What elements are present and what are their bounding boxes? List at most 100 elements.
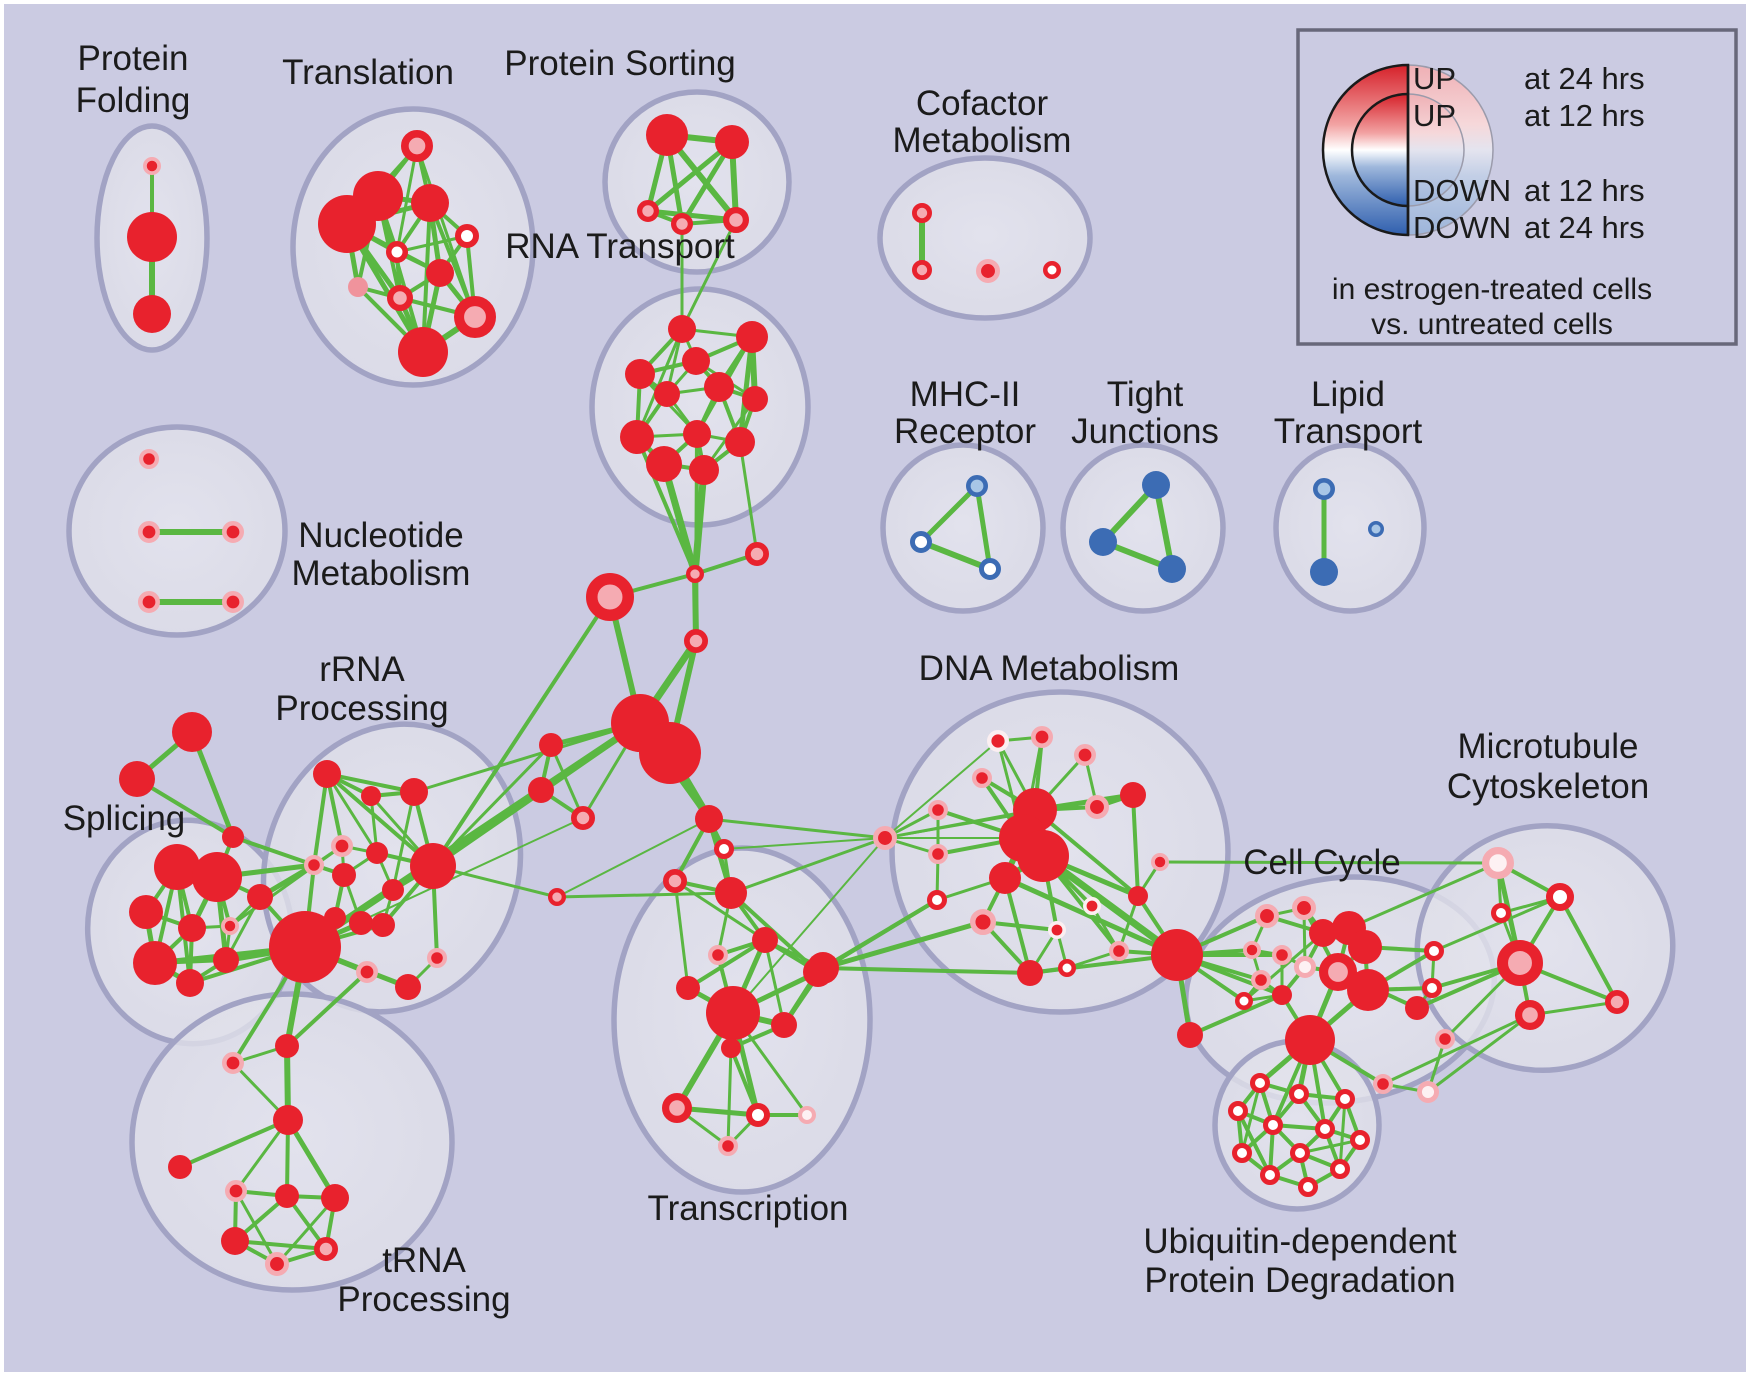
gene-node-white: [1260, 1165, 1280, 1185]
cluster-label-tight-junctions: Junctions: [1071, 412, 1219, 451]
gene-node-wring: [1083, 896, 1102, 915]
gene-node-halo: [1255, 904, 1280, 929]
edge: [1426, 1013, 1532, 1094]
gene-node-rose: [661, 1092, 692, 1123]
gene-node-red: [273, 1105, 303, 1135]
gene-node-red: [154, 844, 200, 890]
gene-node-white: [386, 241, 408, 263]
edge: [737, 334, 755, 445]
gene-node-white: [714, 839, 734, 859]
node-layer: [119, 114, 1630, 1277]
legend-time-1: at 12 hrs: [1524, 98, 1645, 133]
edge: [645, 208, 739, 223]
edge: [1158, 860, 1500, 865]
gene-node-red: [1272, 985, 1292, 1005]
gene-node-red: [1120, 782, 1146, 808]
edge: [1002, 875, 1180, 958]
cluster-cofactor-metabolism: [877, 155, 1093, 321]
gene-node-halo: [221, 520, 244, 543]
gene-node-red: [411, 184, 449, 222]
gene-node-halo: [969, 908, 996, 935]
gene-node-red: [361, 786, 381, 806]
gene-node-halo: [221, 590, 244, 613]
gene-node-white: [1228, 1101, 1248, 1121]
gene-node-rose: [586, 573, 635, 622]
gene-node-blue: [1089, 528, 1117, 556]
gene-node-rose: [454, 296, 497, 339]
edge: [1039, 852, 1181, 959]
cluster-label-dna-metabolism: DNA Metabolism: [919, 649, 1180, 688]
edge: [686, 938, 767, 990]
gene-node-pinkring: [1481, 846, 1514, 879]
edge: [1432, 895, 1562, 953]
gene-node-red: [172, 712, 212, 752]
gene-node-red: [178, 914, 206, 942]
gene-node-white: [1263, 1115, 1283, 1135]
edge: [178, 1118, 290, 1169]
edge: [1298, 1138, 1362, 1155]
edge: [645, 139, 735, 214]
cluster-label-microtubule-cytoskeleton: Cytoskeleton: [1447, 767, 1649, 806]
cluster-label-protein-folding: Protein: [78, 39, 189, 78]
gene-node-wring: [987, 730, 1010, 753]
edge: [556, 818, 710, 898]
gene-node-white: [1335, 1089, 1355, 1109]
gene-node-halo: [1292, 896, 1317, 921]
gene-node-red: [706, 986, 760, 1040]
gene-node-blue: [1158, 555, 1186, 583]
cluster-label-rrna-processing: rRNA: [319, 650, 405, 689]
gene-node-red: [715, 877, 747, 909]
gene-node-red: [129, 895, 163, 929]
gene-node-white: [455, 224, 479, 248]
edge: [918, 483, 980, 545]
gene-node-red: [1177, 1022, 1203, 1048]
legend-direction-2: DOWN: [1413, 173, 1511, 208]
edge: [974, 483, 993, 572]
gene-node-red: [313, 760, 341, 788]
cluster-label-mhc-ii-receptor: Receptor: [894, 412, 1036, 451]
gene-node-red: [1348, 930, 1382, 964]
gene-node-red: [771, 1012, 797, 1038]
cluster-label-rrna-processing: Processing: [275, 689, 448, 728]
gene-node-white: [1043, 261, 1061, 279]
gene-node-halo: [927, 799, 948, 820]
edge: [821, 898, 939, 970]
gene-node-red: [1017, 830, 1069, 882]
legend-note-line: in estrogen-treated cells: [1332, 273, 1652, 306]
cluster-label-rna-transport: RNA Transport: [505, 227, 735, 266]
gene-node-red: [426, 259, 454, 287]
gene-node-red: [989, 862, 1021, 894]
cluster-label-protein-folding: Folding: [76, 81, 191, 120]
gene-node-halo: [1271, 944, 1292, 965]
gene-node-white: [1491, 903, 1511, 923]
gene-node-white: [1232, 1143, 1252, 1163]
cluster-label-ubiquitin-degradation: Ubiquitin-dependent: [1143, 1222, 1457, 1261]
edge: [285, 970, 369, 1048]
edge: [1381, 1013, 1532, 1086]
edge: [1188, 993, 1284, 1037]
legend: UP at 24 hrs UP at 12 hrs DOWN at 12 hrs DOWN a…: [1296, 28, 1738, 346]
gene-node-red: [395, 974, 421, 1000]
gene-node-halo: [1372, 1073, 1393, 1094]
gene-node-red: [1347, 969, 1389, 1011]
cluster-label-trna-processing: Processing: [337, 1280, 510, 1319]
gene-node-white: [1289, 1084, 1309, 1104]
edge: [325, 772, 435, 868]
edge: [763, 938, 786, 1027]
cluster-label-microtubule-cytoskeleton: Microtubule: [1458, 727, 1639, 766]
legend-time-0: at 24 hrs: [1524, 61, 1645, 96]
edge: [660, 460, 699, 578]
edge: [884, 740, 999, 839]
gene-node-rose: [912, 202, 933, 223]
gene-node-red: [398, 327, 448, 377]
legend-direction-0: UP: [1413, 61, 1456, 96]
gene-node-red: [752, 927, 778, 953]
gene-node-red: [646, 114, 688, 156]
gene-node-red: [119, 761, 155, 797]
edge: [820, 919, 986, 971]
edge: [673, 879, 767, 942]
gene-node-red: [683, 420, 711, 448]
edge: [549, 743, 585, 820]
